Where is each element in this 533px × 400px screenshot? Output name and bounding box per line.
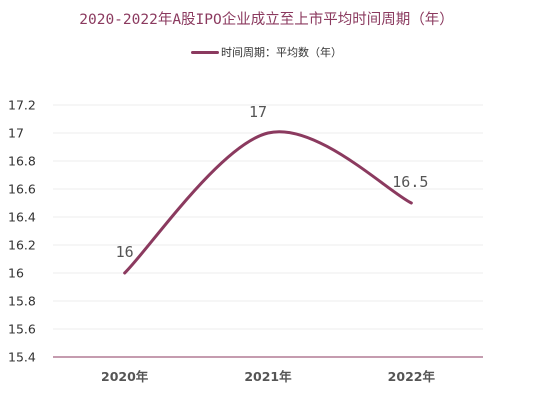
y-tick-label: 16 <box>8 266 24 281</box>
y-tick-label: 15.8 <box>8 294 36 309</box>
x-tick-label: 2020年 <box>101 369 149 384</box>
series-line[interactable] <box>123 130 413 275</box>
y-tick-label: 15.4 <box>8 350 36 365</box>
x-tick-label: 2022年 <box>388 369 436 384</box>
data-label: 17 <box>249 103 267 121</box>
x-tick-label: 2021年 <box>244 369 292 384</box>
data-label: 16 <box>116 243 134 261</box>
data-labels: 16 17 16.5 <box>116 103 429 261</box>
x-axis-ticks: 2020年 2021年 2022年 <box>101 369 435 384</box>
legend[interactable]: 时间周期：平均数（年） <box>0 44 533 60</box>
y-tick-label: 16.4 <box>8 210 36 225</box>
legend-label: 时间周期：平均数（年） <box>221 46 342 59</box>
y-tick-label: 16.2 <box>8 238 36 253</box>
y-tick-label: 16.8 <box>8 154 36 169</box>
gridlines <box>53 104 483 330</box>
legend-line-swatch <box>191 50 219 54</box>
data-label: 16.5 <box>392 173 428 191</box>
y-tick-label: 16.6 <box>8 182 36 197</box>
y-tick-label: 17.2 <box>8 98 36 113</box>
y-tick-label: 17 <box>8 126 24 141</box>
y-tick-label: 15.6 <box>8 322 36 337</box>
y-axis-ticks: 15.4 15.6 15.8 16 16.2 16.4 16.6 16.8 17 17.2 <box>8 98 36 365</box>
chart-title: 2020-2022年A股IPO企业成立至上市平均时间周期（年） <box>79 12 454 28</box>
